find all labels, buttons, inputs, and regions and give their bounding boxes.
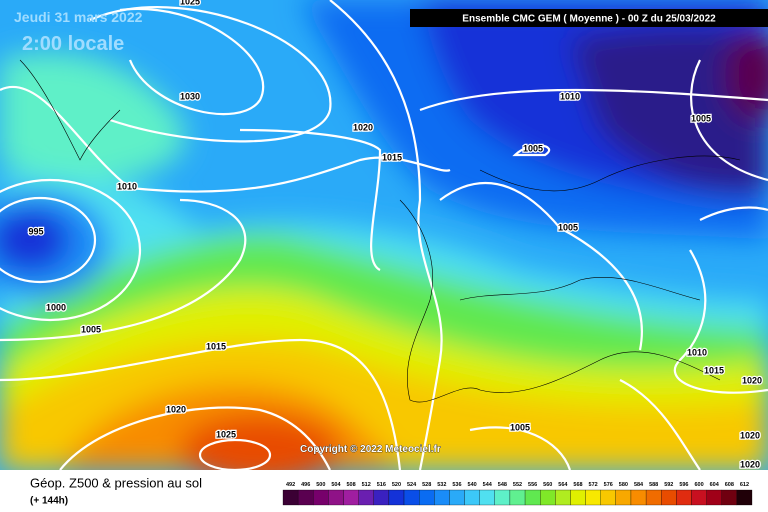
colorbar-swatch — [343, 489, 359, 506]
colorbar-label: 612 — [740, 482, 749, 488]
colorbar-swatch — [691, 489, 707, 506]
colorbar-label: 608 — [725, 482, 734, 488]
colorbar-swatch — [419, 489, 435, 506]
isobar-label: 1020 — [740, 459, 760, 469]
colorbar-swatch — [706, 489, 722, 506]
isobar-label: 1005 — [510, 422, 530, 432]
colorbar-swatch — [388, 489, 405, 506]
colorbar-swatch — [661, 489, 677, 506]
colorbar-swatch — [524, 489, 541, 506]
colorbar-label: 544 — [483, 482, 493, 488]
colorbar-swatch — [676, 489, 692, 506]
colorbar-swatch — [630, 489, 647, 506]
model-banner — [410, 9, 768, 27]
colorbar-swatch — [479, 489, 495, 506]
colorbar-swatch — [585, 489, 601, 506]
colorbar-label: 580 — [619, 482, 628, 488]
colorbar-swatch — [736, 489, 753, 506]
colorbar-swatch — [449, 489, 465, 506]
isobar-label: 1025 — [180, 0, 200, 6]
colorbar-label: 600 — [694, 482, 703, 488]
colorbar: 492 496 500 504 508 512 516 520 524 528 532 536 540 5… — [282, 482, 753, 506]
colorbar-label: 492 — [286, 482, 295, 488]
colorbar-label: 576 — [604, 482, 613, 488]
colorbar-swatch — [600, 489, 616, 506]
isobar-label: 1025 — [216, 429, 236, 439]
isobar-label: 1015 — [382, 152, 402, 162]
colorbar-label: 500 — [316, 482, 325, 488]
colorbar-swatch — [570, 489, 586, 506]
geopotential-field — [0, 0, 768, 485]
colorbar-label: 532 — [437, 482, 446, 488]
colorbar-label: 524 — [407, 482, 417, 488]
colorbar-label: 536 — [452, 482, 461, 488]
colorbar-swatch — [645, 489, 662, 506]
colorbar-label: 588 — [649, 482, 658, 488]
colorbar-label: 592 — [664, 482, 673, 488]
colorbar-label: 512 — [362, 482, 371, 488]
isobar-label: 1020 — [353, 122, 373, 132]
colorbar-label: 604 — [710, 482, 720, 488]
colorbar-label: 516 — [377, 482, 386, 488]
colorbar-label: 556 — [528, 482, 537, 488]
colorbar-swatch — [540, 489, 556, 506]
colorbar-label: 540 — [468, 482, 477, 488]
colorbar-label: 548 — [498, 482, 507, 488]
colorbar-swatch — [313, 489, 329, 506]
colorbar-swatch — [358, 489, 374, 506]
isobar-label: 1015 — [206, 341, 226, 351]
colorbar-label: 508 — [346, 482, 355, 488]
isobar-label: 995 — [28, 226, 43, 236]
isobars — [0, 0, 768, 472]
colorbar-swatch — [434, 489, 450, 506]
colorbar-swatch — [328, 489, 344, 506]
colorbar-swatch — [373, 489, 390, 506]
copyright: Copyright © 2022 Meteociel.fr — [300, 444, 441, 455]
isobar-label: 1010 — [687, 347, 707, 357]
time-label: 2:00 locale — [22, 33, 124, 55]
isobar-label: 1010 — [560, 91, 580, 101]
colorbar-label: 596 — [679, 482, 688, 488]
colorbar-swatch — [297, 489, 314, 506]
isobar-label: 1005 — [691, 113, 711, 123]
colorbar-swatch — [721, 489, 738, 506]
isobar-label: 1030 — [180, 91, 200, 101]
isobar-labels: 1025 1030 1020 1015 1010 1010 1005 1005 1005 995 1… — [27, 0, 763, 471]
isobar-label: 1005 — [523, 143, 543, 153]
isobar-label: 1005 — [81, 324, 101, 334]
footer-title: Géop. Z500 & pression au sol — [30, 475, 202, 490]
coastlines — [19, 59, 741, 403]
colorbar-label: 560 — [543, 482, 552, 488]
colorbar-label: 584 — [634, 482, 644, 488]
colorbar-swatch — [555, 489, 571, 506]
isobar-label: 1000 — [46, 302, 66, 312]
colorbar-label: 568 — [573, 482, 582, 488]
isobar-label: 1015 — [704, 365, 724, 375]
colorbar-label: 564 — [558, 482, 568, 488]
colorbar-swatch — [494, 489, 511, 506]
colorbar-swatch — [282, 489, 299, 506]
colorbar-swatch — [464, 489, 480, 506]
isobar-label: 1020 — [740, 430, 760, 440]
colorbar-swatch — [509, 489, 526, 506]
colorbar-label: 496 — [301, 482, 310, 488]
colorbar-label: 528 — [422, 482, 431, 488]
isobar-label: 1010 — [117, 181, 137, 191]
isobar-label: 1020 — [166, 404, 186, 414]
isobar-label: 1005 — [558, 222, 578, 232]
colorbar-swatch — [403, 489, 420, 506]
isobar-label: 1020 — [742, 375, 762, 385]
colorbar-label: 504 — [331, 482, 341, 488]
colorbar-label: 572 — [589, 482, 598, 488]
date-label: Jeudi 31 mars 2022 — [14, 9, 143, 25]
colorbar-label: 552 — [513, 482, 522, 488]
colorbar-swatch — [615, 489, 632, 506]
footer-subtitle: (+ 144h) — [30, 496, 68, 507]
colorbar-label: 520 — [392, 482, 401, 488]
model-label: Ensemble CMC GEM ( Moyenne ) - 00 Z du 2… — [462, 14, 716, 25]
